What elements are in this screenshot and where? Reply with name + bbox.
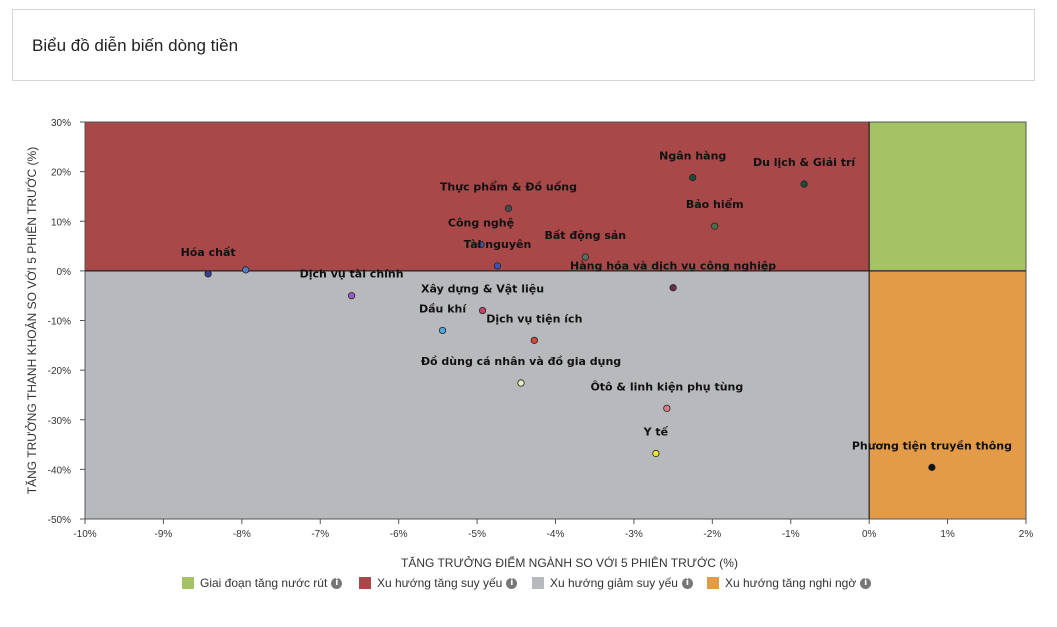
legend-label: Xu hướng tăng suy yếu xyxy=(377,576,503,590)
x-tick-label: -5% xyxy=(468,529,486,540)
data-label: Xây dựng & Vật liệu xyxy=(421,283,544,296)
data-point xyxy=(478,306,487,315)
x-tick-label: -7% xyxy=(311,529,329,540)
legend-item-3[interactable]: Xu hướng tăng nghi ngờ i xyxy=(707,576,872,590)
y-tick-label: -30% xyxy=(48,416,71,427)
data-point xyxy=(800,180,808,188)
chart-legend: Giai đoạn tăng nước rút i Xu hướng tăng … xyxy=(0,576,1057,596)
data-label: Du lịch & Giải trí xyxy=(753,156,856,169)
x-tick-label: -2% xyxy=(703,529,721,540)
data-point xyxy=(581,253,589,261)
quadrant-2 xyxy=(85,270,870,519)
data-label: Thực phẩm & Đồ uống xyxy=(440,180,577,193)
y-tick-label: 30% xyxy=(51,118,71,129)
legend-swatch xyxy=(359,577,371,589)
quadrant-1 xyxy=(85,122,870,271)
data-label: Ôtô & linh kiện phụ tùng xyxy=(590,380,743,393)
data-label: Hàng hóa và dịch vụ công nghiệp xyxy=(570,260,776,273)
data-point xyxy=(493,262,502,270)
data-label: Công nghệ xyxy=(448,217,514,230)
x-tick-label: -8% xyxy=(233,529,251,540)
legend-swatch xyxy=(707,577,719,589)
y-tick-label: -20% xyxy=(48,366,71,377)
data-point xyxy=(348,292,356,300)
data-label: Dầu khí xyxy=(419,302,467,315)
x-axis-label: TĂNG TRƯỞNG ĐIỂM NGÀNH SO VỚI 5 PHIÊN TR… xyxy=(401,555,738,570)
data-point xyxy=(669,284,677,292)
quadrant-0 xyxy=(869,122,1026,271)
y-tick-label: -40% xyxy=(48,465,71,476)
x-tick-label: -10% xyxy=(73,529,96,540)
data-point xyxy=(663,404,671,412)
x-tick-label: -3% xyxy=(625,529,643,540)
data-point xyxy=(530,336,538,344)
data-point xyxy=(242,266,250,274)
data-point xyxy=(477,240,485,249)
data-label: Ngân hàng xyxy=(659,150,726,163)
x-tick-label: -9% xyxy=(155,529,173,540)
x-tick-label: 0% xyxy=(862,529,877,540)
y-tick-label: 10% xyxy=(51,217,71,228)
legend-label: Giai đoạn tăng nước rút xyxy=(200,576,328,590)
info-icon[interactable]: i xyxy=(681,577,693,589)
data-label: Tài nguyên xyxy=(464,238,532,251)
data-point xyxy=(689,173,697,182)
data-point xyxy=(517,379,525,387)
legend-item-0[interactable]: Giai đoạn tăng nước rút i xyxy=(182,576,343,590)
data-label: Dịch vụ tiện ích xyxy=(486,312,582,325)
data-point xyxy=(711,222,719,230)
legend-item-2[interactable]: Xu hướng giảm suy yếu i xyxy=(532,576,693,590)
legend-label: Xu hướng giảm suy yếu xyxy=(550,576,678,590)
data-label: Dịch vụ tài chính xyxy=(300,268,404,281)
data-point xyxy=(504,204,513,212)
data-label: Hóa chất xyxy=(181,246,236,259)
legend-label: Xu hướng tăng nghi ngờ xyxy=(725,576,857,590)
chart-header: Biểu đồ diễn biến dòng tiền xyxy=(12,9,1035,81)
data-label: Bảo hiểm xyxy=(686,198,744,211)
page-title: Biểu đồ diễn biến dòng tiền xyxy=(32,36,239,55)
y-tick-label: 0% xyxy=(57,267,72,278)
y-tick-label: 20% xyxy=(51,168,71,179)
x-tick-label: 2% xyxy=(1019,529,1034,540)
y-tick-label: -50% xyxy=(48,515,71,526)
y-tick-label: -10% xyxy=(48,317,71,328)
y-axis-label: TĂNG TRƯỞNG THANH KHOẢN SO VỚI 5 PHIÊN T… xyxy=(24,147,39,494)
legend-swatch xyxy=(532,577,544,589)
scatter-chart: -10% -9% -8% -7% -6% -5% -4% -3% -2% -1% 0% 1% 2% 30%… xyxy=(24,118,1034,570)
data-point xyxy=(928,463,936,471)
data-label: Y tế xyxy=(643,425,669,438)
data-label: Phương tiện truyền thông xyxy=(852,439,1012,452)
info-icon[interactable]: i xyxy=(506,577,518,589)
x-tick-label: 1% xyxy=(940,529,955,540)
data-point xyxy=(204,270,212,278)
legend-swatch xyxy=(182,577,194,589)
quadrant-3 xyxy=(869,270,1026,519)
data-label: Đồ dùng cá nhân và đồ gia dụng xyxy=(421,355,621,368)
x-tick-label: -4% xyxy=(547,529,565,540)
x-tick-label: -6% xyxy=(390,529,408,540)
data-point xyxy=(652,449,660,458)
x-tick-label: -1% xyxy=(782,529,800,540)
legend-item-1[interactable]: Xu hướng tăng suy yếu i xyxy=(359,576,518,590)
info-icon[interactable]: i xyxy=(331,577,343,589)
data-point xyxy=(438,326,447,335)
data-label: Bất động sản xyxy=(544,229,626,242)
info-icon[interactable]: i xyxy=(860,577,872,589)
